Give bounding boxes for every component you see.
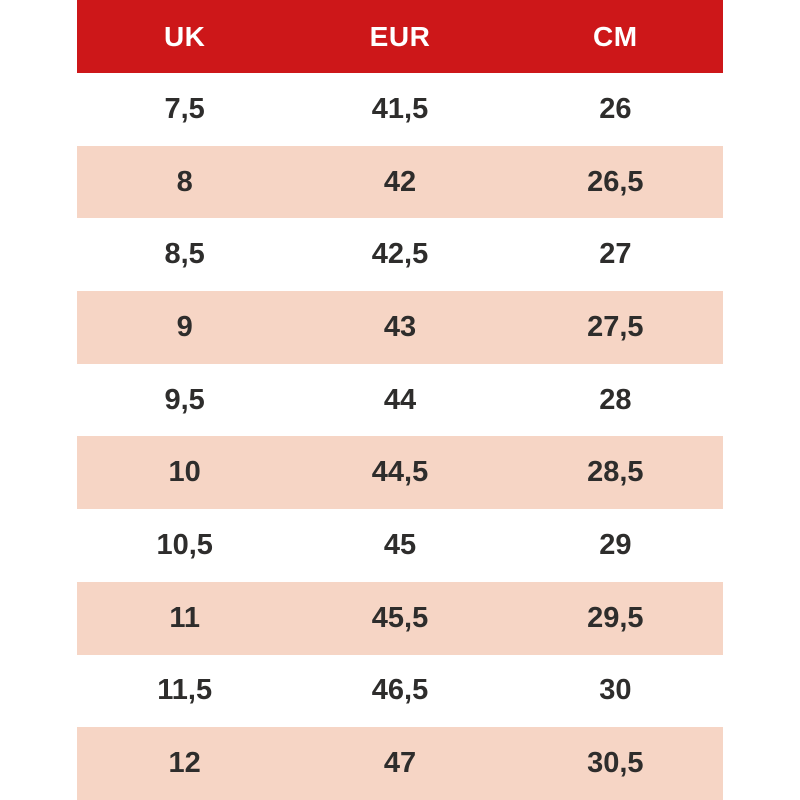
table-row: 11 45,5 29,5: [77, 581, 723, 655]
table-row: 9,5 44 28: [77, 363, 723, 437]
cell-uk: 9: [176, 310, 193, 343]
cell-eur: 47: [383, 747, 417, 780]
cell-uk: 11: [169, 601, 200, 634]
table-row: 11,5 46,5 30: [77, 654, 723, 728]
table-header-row: UK EUR CM: [77, 0, 723, 73]
cell-cm: 28: [599, 383, 632, 416]
cell-uk: 10: [168, 456, 201, 489]
cell-uk: 7,5: [164, 92, 205, 125]
cell-eur: 41,5: [371, 92, 429, 125]
cell-eur: 44: [383, 383, 417, 416]
cell-uk: 8: [176, 165, 193, 198]
cell-cm: 30: [599, 674, 632, 707]
cell-eur: 45: [383, 528, 417, 561]
header-cell-uk: UK: [163, 20, 206, 52]
cell-cm: 29: [599, 528, 632, 561]
size-conversion-table: UK EUR CM 7,5 41,5 26 8 42 26,5 8,5 42,5 27 9 43 27,5…: [77, 0, 723, 800]
table-body: 7,5 41,5 26 8 42 26,5 8,5 42,5 27 9 43 27,5 9,5 44 28 1…: [77, 73, 723, 800]
cell-uk: 12: [168, 747, 201, 780]
cell-eur: 42,5: [371, 238, 429, 271]
table-row: 12 47 30,5: [77, 727, 723, 800]
table-row: 10 44,5 28,5: [77, 436, 723, 510]
cell-cm: 28,5: [587, 456, 644, 489]
cell-cm: 27: [599, 238, 632, 271]
cell-cm: 29,5: [587, 601, 644, 634]
table-row: 8,5 42,5 27: [77, 218, 723, 292]
header-cell-cm: CM: [593, 20, 638, 52]
cell-cm: 26,5: [587, 165, 644, 198]
table-row: 8 42 26,5: [77, 145, 723, 219]
cell-eur: 42: [383, 165, 417, 198]
table-row: 9 43 27,5: [77, 291, 723, 364]
cell-uk: 11,5: [157, 674, 213, 707]
cell-uk: 9,5: [164, 383, 205, 416]
cell-eur: 44,5: [371, 456, 429, 489]
cell-uk: 10,5: [156, 528, 213, 561]
cell-uk: 8,5: [164, 238, 205, 271]
cell-eur: 45,5: [371, 601, 429, 634]
cell-eur: 46,5: [371, 674, 429, 707]
cell-eur: 43: [383, 310, 417, 343]
cell-cm: 30,5: [587, 747, 644, 780]
cell-cm: 26: [599, 92, 632, 125]
header-cell-eur: EUR: [369, 20, 431, 52]
cell-cm: 27,5: [587, 310, 644, 343]
table-row: 10,5 45 29: [77, 509, 723, 582]
table-row: 7,5 41,5 26: [77, 73, 723, 146]
